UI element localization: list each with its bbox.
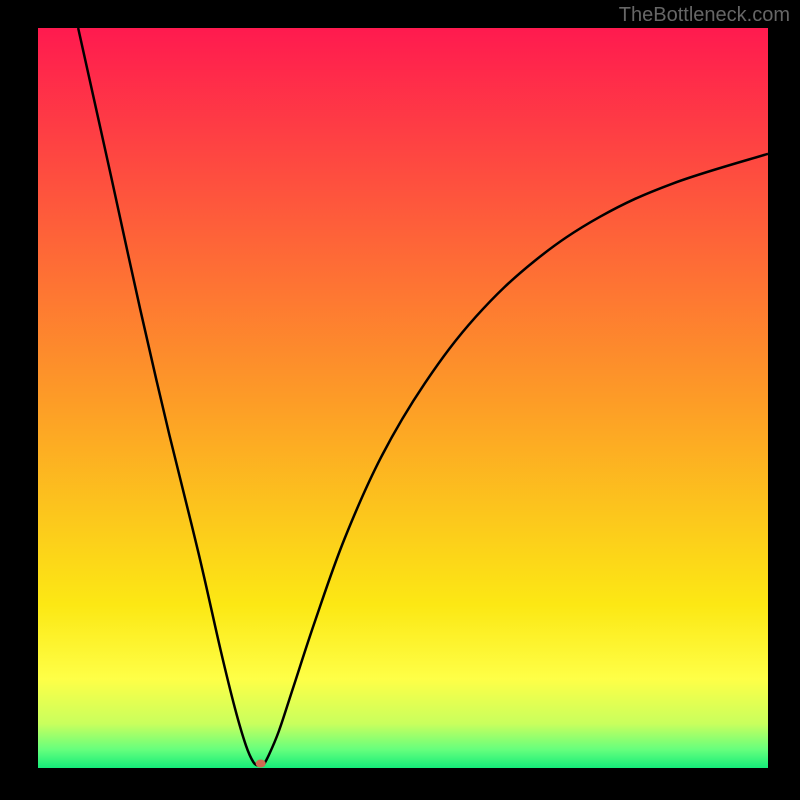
left-branch — [78, 28, 258, 766]
min-marker — [256, 760, 266, 768]
chart-container: TheBottleneck.com — [0, 0, 800, 800]
watermark: TheBottleneck.com — [619, 4, 790, 27]
right-branch — [263, 154, 768, 766]
curve-svg — [0, 0, 800, 800]
